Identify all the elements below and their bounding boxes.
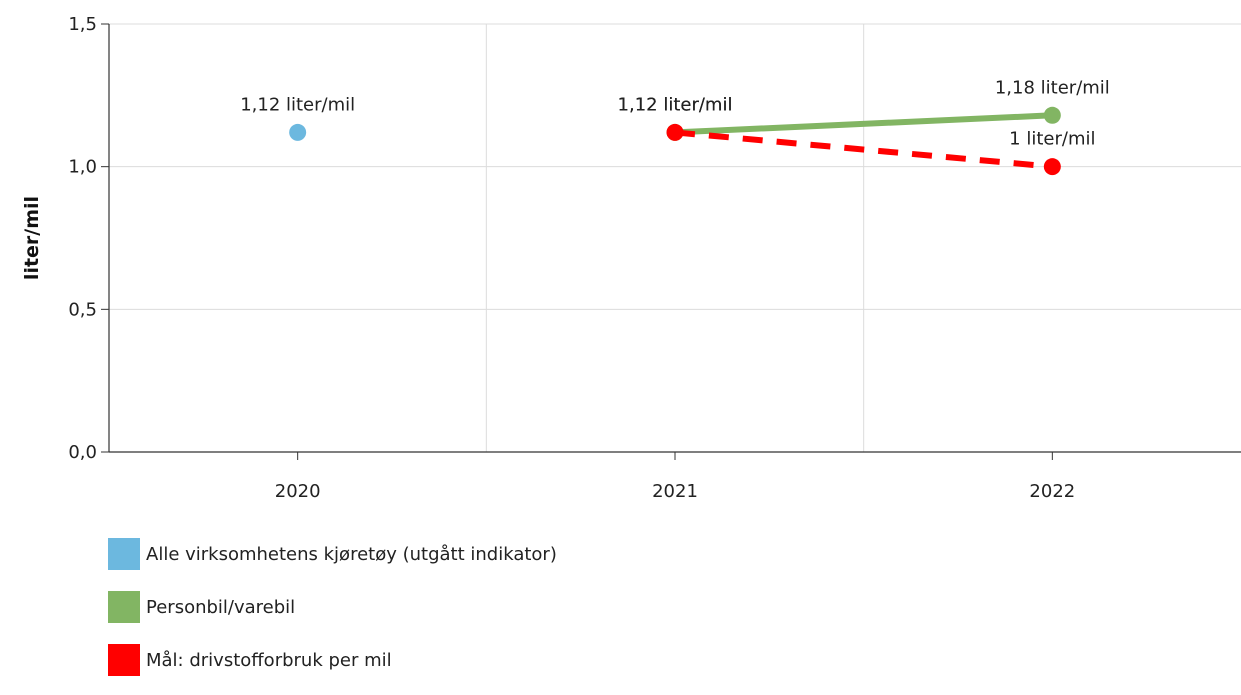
legend-label: Personbil/varebil bbox=[146, 596, 296, 618]
data-label: 1,12 liter/mil bbox=[618, 94, 733, 115]
data-point bbox=[1043, 158, 1061, 176]
data-label: 1,12 liter/mil bbox=[240, 94, 355, 115]
data-label: 1,12 liter/mil bbox=[618, 94, 733, 115]
legend-item[interactable]: Mål: drivstofforbruk per mil bbox=[108, 642, 557, 678]
data-point bbox=[1043, 106, 1061, 124]
legend-swatch bbox=[108, 644, 140, 676]
y-tick-label: 1,0 bbox=[68, 157, 97, 178]
x-tick-label: 2020 bbox=[275, 481, 321, 502]
y-tick-label: 0,5 bbox=[68, 299, 97, 320]
legend-label: Alle virksomhetens kjøretøy (utgått indi… bbox=[146, 543, 557, 565]
data-point bbox=[666, 123, 684, 141]
series-layer bbox=[289, 106, 1061, 176]
legend-label: Mål: drivstofforbruk per mil bbox=[146, 649, 392, 671]
legend-item[interactable]: Alle virksomhetens kjøretøy (utgått indi… bbox=[108, 536, 557, 572]
x-tick-label: 2021 bbox=[652, 481, 698, 502]
legend-swatch bbox=[108, 591, 140, 623]
legend-item[interactable]: Personbil/varebil bbox=[108, 589, 557, 625]
series-line bbox=[674, 129, 1053, 170]
y-axis-label: liter/mil bbox=[21, 196, 43, 280]
data-label: 1,18 liter/mil bbox=[995, 77, 1110, 98]
series-line bbox=[674, 112, 1053, 136]
y-tick-label: 0,0 bbox=[68, 442, 97, 463]
axes: 0,0 0,5 1,0 1,5 2020 2021 2022 bbox=[68, 14, 1241, 502]
x-tick-label: 2022 bbox=[1029, 481, 1075, 502]
data-labels: 1,12 liter/mil 1,12 liter/mil 1,18 liter/m… bbox=[240, 77, 1110, 149]
data-point bbox=[289, 123, 307, 141]
data-label: 1 liter/mil bbox=[1009, 129, 1095, 150]
legend: Alle virksomhetens kjøretøy (utgått indi… bbox=[108, 536, 557, 695]
y-tick-label: 1,5 bbox=[68, 14, 97, 35]
legend-swatch bbox=[108, 538, 140, 570]
